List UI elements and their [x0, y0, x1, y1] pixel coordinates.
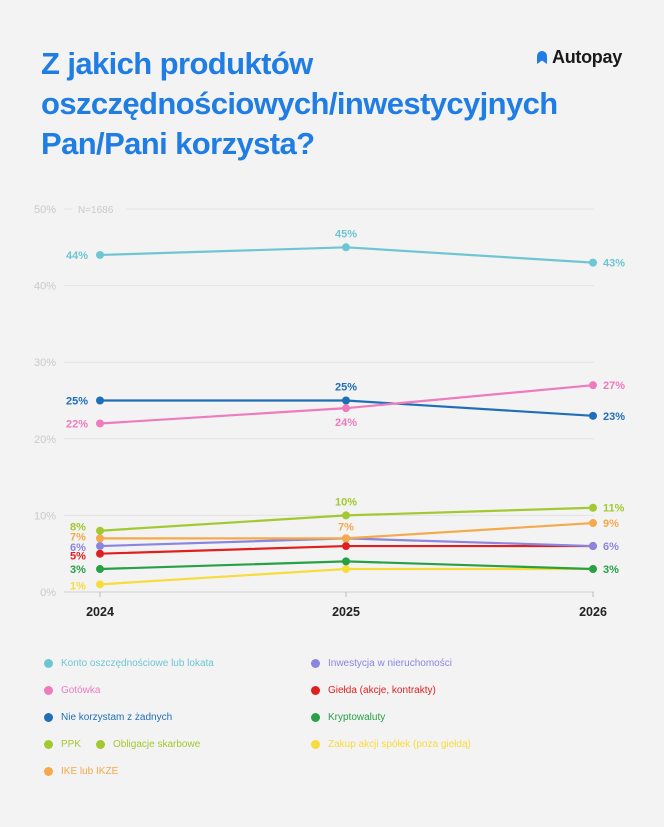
data-label: 11% — [603, 503, 625, 515]
legend-label: PPK — [61, 739, 82, 750]
legend-label: Obligacje skarbowe — [113, 739, 201, 750]
data-label: 27% — [603, 380, 625, 392]
data-label: 7% — [70, 531, 86, 543]
data-label: 9% — [603, 518, 619, 530]
legend-marker-icon — [44, 740, 53, 749]
legend-marker-icon — [44, 659, 53, 668]
legend-label: Zakup akcji spółek (poza giełdą) — [328, 739, 471, 750]
data-point — [96, 526, 104, 535]
data-label: 6% — [70, 542, 86, 554]
legend-label: Konto oszczędnościowe lub lokata — [61, 658, 214, 669]
data-point — [96, 534, 104, 543]
data-point — [96, 580, 104, 589]
y-tick-label: 30% — [34, 357, 56, 369]
data-label: 44% — [66, 250, 88, 262]
legend-marker-icon — [311, 713, 320, 722]
legend-item: Obligacje skarbowe — [96, 739, 200, 750]
autopay-logo-icon — [537, 51, 547, 64]
x-tick-label: 2024 — [86, 605, 114, 619]
data-label: 6% — [603, 541, 619, 553]
legend-label: Kryptowaluty — [328, 712, 386, 723]
data-point — [96, 396, 104, 405]
legend-item: Inwestycja w nieruchomości — [311, 658, 452, 669]
data-point — [342, 396, 350, 405]
data-point — [96, 549, 104, 558]
data-label: 7% — [338, 521, 354, 533]
data-point — [96, 250, 104, 259]
data-point — [342, 542, 350, 551]
legend-item: Giełda (akcje, kontrakty) — [311, 685, 436, 696]
legend-marker-icon — [311, 740, 320, 749]
data-point — [589, 258, 597, 267]
sample-size-note: N=1686 — [78, 205, 114, 216]
data-point — [342, 511, 350, 520]
legend-item: IKE lub IKZE — [44, 766, 118, 777]
data-point — [342, 534, 350, 543]
data-label: 24% — [335, 417, 357, 429]
data-label: 10% — [335, 496, 357, 508]
y-tick-label: 40% — [34, 281, 56, 293]
x-tick-label: 2026 — [579, 605, 607, 619]
data-point — [342, 404, 350, 413]
data-point — [342, 243, 350, 252]
y-tick-label: 20% — [34, 434, 56, 446]
data-label: 25% — [335, 382, 357, 394]
y-tick-label: 50% — [34, 204, 56, 216]
data-point — [96, 565, 104, 574]
legend-label: Gotówka — [61, 685, 101, 696]
data-label: 1% — [70, 580, 86, 592]
legend-marker-icon — [311, 659, 320, 668]
data-label: 25% — [66, 396, 88, 408]
legend-marker-icon — [96, 740, 105, 749]
data-point — [589, 542, 597, 551]
data-label: 3% — [70, 564, 86, 576]
data-label: 43% — [603, 258, 625, 270]
legend-marker-icon — [311, 686, 320, 695]
data-label: 22% — [66, 418, 88, 430]
data-label: 23% — [603, 411, 625, 423]
data-label: 3% — [603, 564, 619, 576]
brand-logo: Autopay — [536, 47, 622, 68]
legend-item: Nie korzystam z żadnych — [44, 712, 172, 723]
y-tick-label: 10% — [34, 510, 56, 522]
data-point — [589, 503, 597, 512]
data-point — [589, 411, 597, 420]
legend-label: Nie korzystam z żadnych — [61, 712, 173, 723]
data-label: 8% — [70, 522, 86, 534]
legend-marker-icon — [44, 686, 53, 695]
legend-item: Zakup akcji spółek (poza giełdą) — [311, 739, 471, 750]
legend-item: Konto oszczędnościowe lub lokata — [44, 658, 214, 669]
data-point — [589, 519, 597, 528]
legend-item: Gotówka — [44, 685, 100, 696]
legend-marker-icon — [44, 767, 53, 776]
legend-label: Giełda (akcje, kontrakty) — [328, 685, 436, 696]
data-point — [589, 565, 597, 574]
legend-marker-icon — [44, 713, 53, 722]
data-label: 5% — [70, 551, 86, 563]
legend-label: IKE lub IKZE — [61, 766, 119, 777]
legend-item: Kryptowaluty — [311, 712, 385, 723]
legend-item: PPK — [44, 739, 81, 750]
data-point — [589, 381, 597, 390]
y-tick-label: 0% — [40, 587, 56, 599]
data-label: 45% — [335, 228, 357, 240]
data-point — [342, 565, 350, 574]
data-point — [342, 557, 350, 566]
note-background — [72, 202, 126, 216]
page-title: Z jakich produktów oszczędnościowych/inw… — [41, 46, 558, 161]
x-tick-label: 2025 — [332, 605, 360, 619]
data-point — [96, 419, 104, 428]
data-point — [96, 542, 104, 551]
brand-name: Autopay — [552, 47, 622, 67]
legend-label: Inwestycja w nieruchomości — [328, 658, 452, 669]
